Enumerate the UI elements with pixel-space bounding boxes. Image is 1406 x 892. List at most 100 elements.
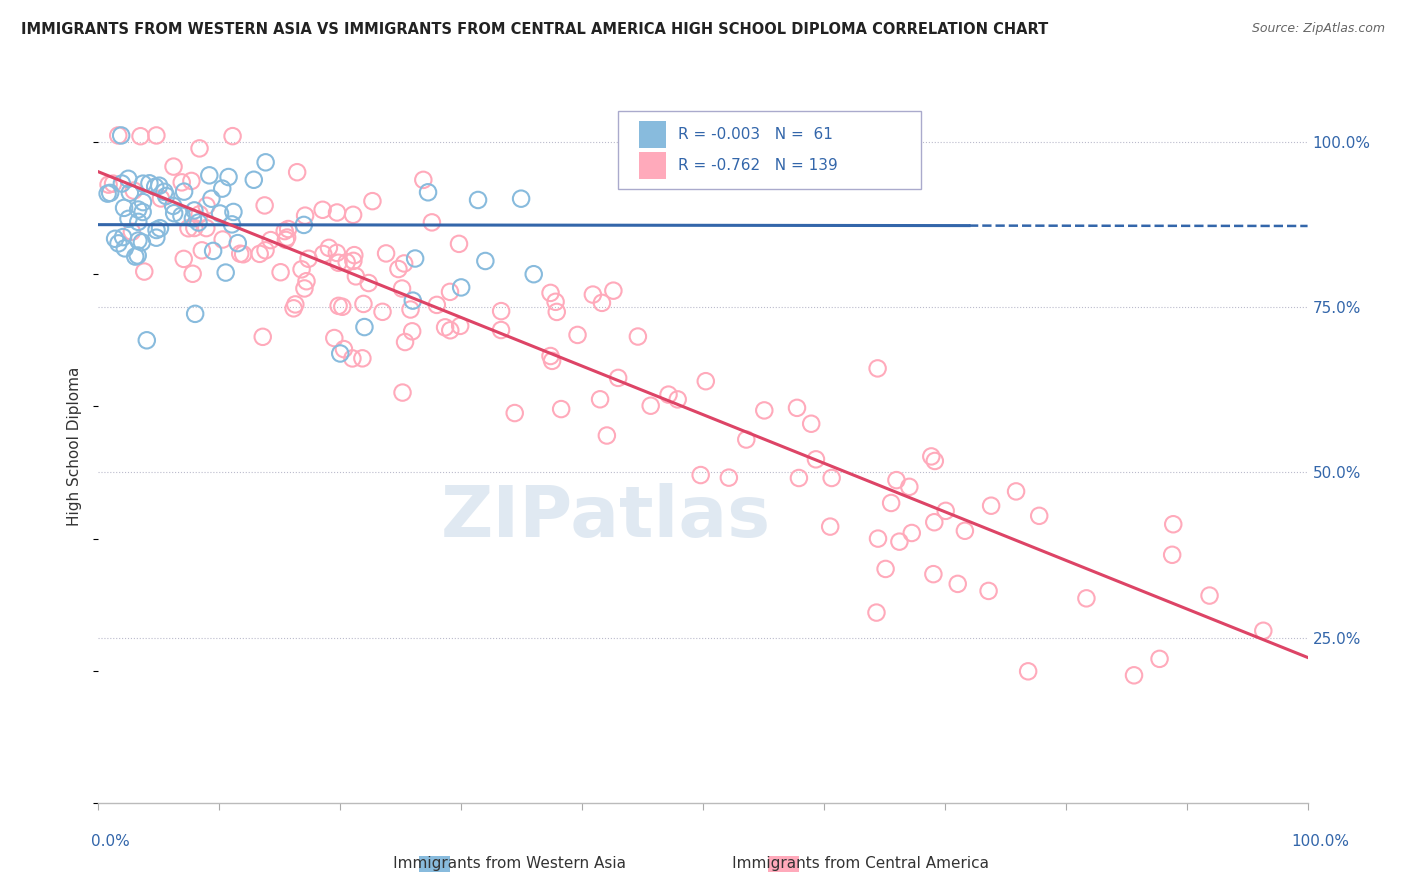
Point	[550, 402, 572, 417]
Point	[977, 583, 1000, 598]
Point	[371, 305, 394, 319]
Point	[1028, 508, 1050, 523]
Y-axis label: High School Diploma: High School Diploma	[67, 367, 83, 525]
Point	[412, 173, 434, 187]
Point	[184, 307, 207, 321]
Point	[953, 524, 976, 538]
Point	[253, 198, 276, 212]
Point	[97, 178, 120, 192]
Point	[173, 252, 195, 266]
Point	[145, 230, 167, 244]
Point	[283, 301, 305, 316]
Point	[274, 233, 297, 247]
Point	[211, 181, 233, 195]
Point	[129, 129, 152, 144]
Point	[391, 281, 413, 295]
Point	[343, 248, 366, 262]
Point	[489, 323, 512, 337]
Point	[229, 246, 252, 260]
Point	[149, 221, 172, 235]
Point	[122, 184, 145, 198]
Point	[110, 128, 132, 143]
Point	[353, 297, 375, 311]
Point	[326, 205, 349, 219]
Point	[145, 223, 167, 237]
Point	[821, 471, 844, 485]
Point	[163, 206, 186, 220]
Point	[121, 225, 143, 239]
Point	[920, 450, 942, 464]
Point	[392, 256, 415, 270]
Point	[467, 193, 489, 207]
Point	[1123, 668, 1146, 682]
Point	[162, 160, 184, 174]
Point	[218, 169, 240, 184]
Point	[276, 230, 298, 244]
Point	[111, 177, 134, 191]
Point	[489, 304, 512, 318]
Point	[330, 300, 353, 314]
Bar	[638, 120, 665, 148]
Point	[328, 299, 350, 313]
Point	[900, 526, 922, 541]
Point	[439, 323, 461, 337]
Point	[800, 417, 823, 431]
Point	[1076, 591, 1098, 606]
Point	[180, 174, 202, 188]
Point	[875, 562, 897, 576]
Point	[889, 534, 911, 549]
Point	[221, 129, 243, 144]
Bar	[768, 856, 799, 872]
Point	[153, 185, 176, 199]
Point	[112, 230, 135, 244]
Point	[254, 244, 277, 258]
Point	[1161, 548, 1184, 562]
FancyBboxPatch shape	[619, 111, 921, 189]
Point	[107, 128, 129, 143]
Point	[523, 267, 546, 281]
Point	[357, 276, 380, 290]
Point	[323, 331, 346, 345]
Point	[336, 255, 359, 269]
Point	[342, 253, 364, 268]
Point	[285, 165, 308, 179]
Point	[786, 401, 808, 415]
Point	[98, 186, 121, 200]
Point	[1149, 652, 1171, 666]
Point	[188, 141, 211, 155]
Point	[292, 218, 315, 232]
Point	[540, 285, 562, 300]
Point	[353, 320, 375, 334]
Point	[290, 262, 312, 277]
Point	[401, 324, 423, 338]
Point	[162, 199, 184, 213]
Point	[134, 264, 156, 278]
Point	[754, 403, 776, 417]
Point	[980, 499, 1002, 513]
Point	[1017, 665, 1039, 679]
Point	[195, 199, 218, 213]
Point	[416, 186, 439, 200]
Bar	[638, 152, 665, 179]
Point	[865, 606, 887, 620]
Point	[449, 318, 471, 333]
Point	[117, 171, 139, 186]
Point	[252, 330, 274, 344]
Point	[474, 254, 496, 268]
Point	[546, 305, 568, 319]
Point	[202, 244, 225, 258]
Point	[880, 496, 903, 510]
Point	[695, 374, 717, 388]
Point	[735, 433, 758, 447]
Point	[342, 208, 364, 222]
Point	[399, 302, 422, 317]
Point	[273, 224, 295, 238]
Point	[591, 296, 613, 310]
Point	[344, 269, 367, 284]
Point	[1253, 624, 1275, 638]
Point	[886, 473, 908, 487]
Point	[135, 333, 157, 347]
Point	[124, 250, 146, 264]
Point	[689, 468, 711, 483]
Point	[211, 233, 233, 247]
